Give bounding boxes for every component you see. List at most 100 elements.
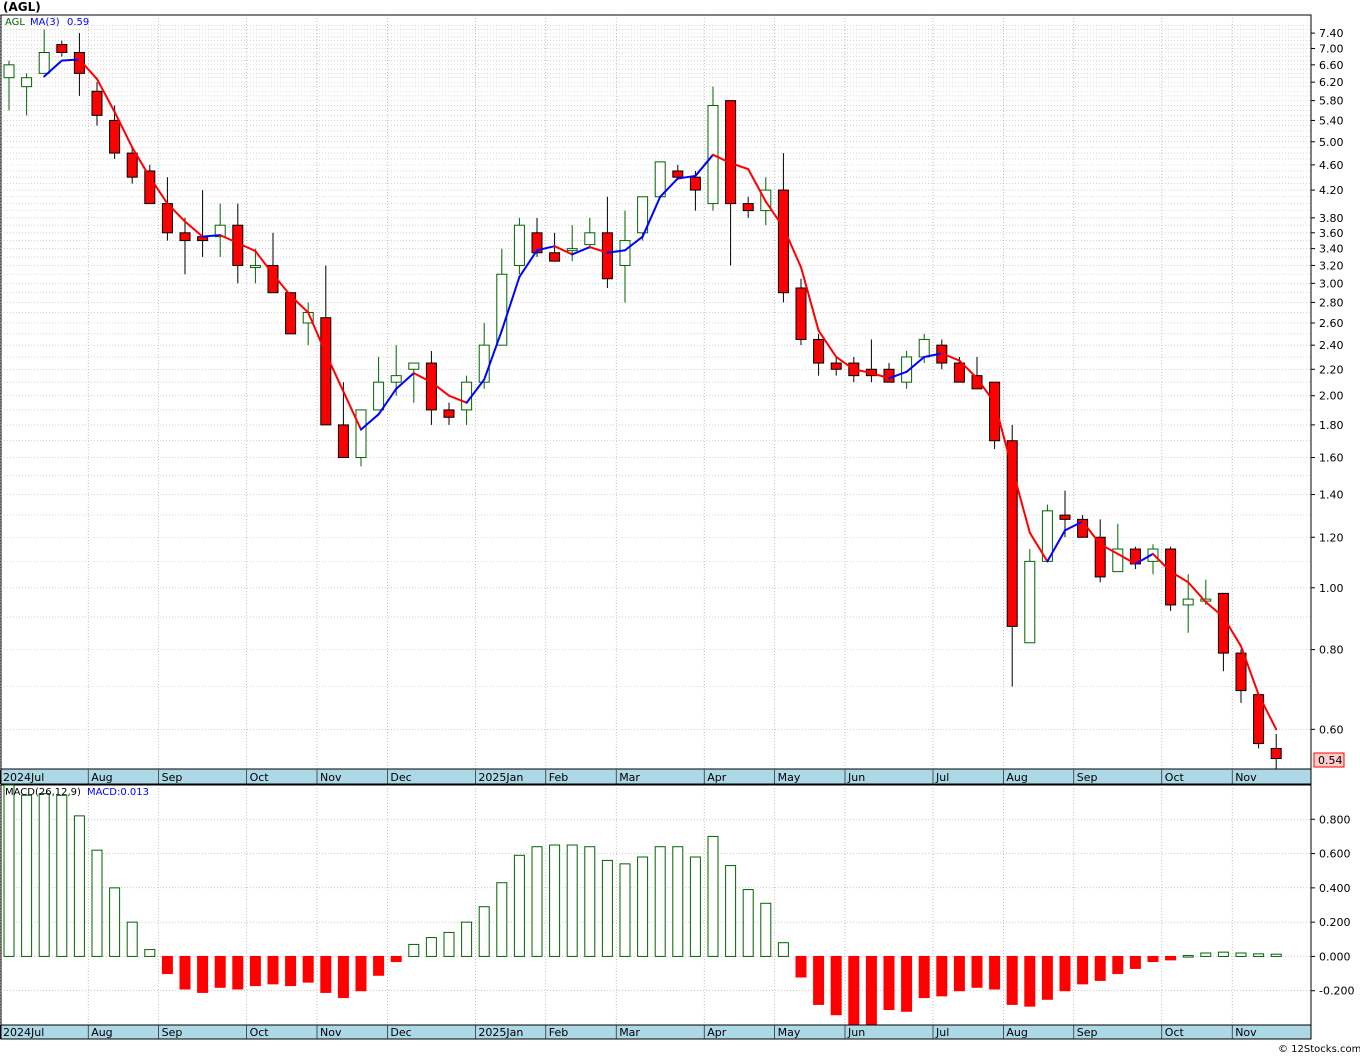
x-tick-label: May	[778, 771, 801, 784]
x-tick-label: Aug	[91, 771, 112, 784]
ma-segment	[1257, 693, 1278, 731]
candle	[179, 217, 191, 275]
x-tick-label: May	[778, 1026, 801, 1039]
macd-bar-negative	[355, 955, 367, 992]
candle	[795, 278, 807, 346]
macd-bar-positive	[21, 794, 33, 957]
ma-segment	[764, 200, 785, 229]
macd-bar-negative	[901, 955, 913, 1012]
x-tick-label: 2025Jan	[478, 1026, 523, 1039]
x-tick-label: Sep	[162, 771, 183, 784]
candle-body-up	[566, 248, 578, 252]
ma-segment	[553, 245, 574, 256]
price-y-tick-label: 7.40	[1319, 27, 1344, 40]
macd-bar-negative	[232, 955, 244, 990]
candle	[689, 170, 701, 211]
candle	[901, 351, 913, 389]
price-y-tick-label: 4.60	[1319, 159, 1344, 172]
x-tick-label: Oct	[250, 771, 270, 784]
candle-body-down	[1059, 514, 1071, 520]
x-tick-label: Aug	[1006, 771, 1027, 784]
x-tick-label: Oct	[250, 1026, 270, 1039]
candle-body-down	[179, 232, 191, 242]
candle-body-down	[971, 375, 983, 390]
candle	[3, 60, 15, 111]
candle-body-down	[126, 152, 138, 178]
ma-segment	[976, 377, 996, 404]
macd-bar-positive	[478, 906, 490, 957]
macd-bar-negative	[179, 955, 191, 990]
ma-segment	[1028, 531, 1049, 563]
price-y-tick-label: 6.20	[1319, 76, 1344, 89]
candle	[619, 210, 631, 303]
macd-bar-negative	[1129, 955, 1141, 969]
candle-body-up	[1112, 548, 1124, 573]
candle	[73, 33, 85, 96]
x-tick-label: Dec	[390, 771, 411, 784]
price-y-tick-label: 3.40	[1319, 243, 1344, 256]
candle-body-down	[549, 252, 561, 262]
price-y-tick-label: 2.40	[1319, 339, 1344, 352]
ma-segment	[430, 381, 450, 397]
candle-body-down	[425, 362, 437, 411]
candle	[214, 203, 226, 257]
macd-bar-positive	[425, 937, 437, 957]
macd-bar-positive	[672, 846, 684, 957]
candle	[337, 382, 349, 459]
legend-ma-value: 0.59	[67, 17, 89, 28]
candle-body-down	[1165, 548, 1177, 606]
macd-bar-negative	[1094, 955, 1106, 981]
macd-bar-negative	[373, 955, 385, 976]
price-y-axis: 7.40 7.00 6.60 6.20 5.80 5.40 5.00 4.60 4.20 3.80…	[1311, 27, 1344, 736]
macd-bar-negative	[302, 955, 314, 983]
macd-bar-negative	[865, 955, 877, 1026]
macd-bar-negative	[989, 955, 1001, 990]
price-y-tick-label: 0.80	[1319, 644, 1344, 657]
candle-body-down	[109, 119, 121, 154]
ma-segment	[184, 220, 204, 238]
macd-bar-negative	[320, 955, 332, 993]
candle-body-down	[989, 381, 1001, 442]
price-y-tick-label: 2.00	[1319, 390, 1344, 403]
candle	[1182, 574, 1194, 633]
ma-segment	[166, 202, 186, 223]
candle	[513, 217, 525, 275]
ma-segment	[500, 275, 521, 332]
price-y-tick-label: 1.20	[1319, 531, 1344, 544]
macd-bar-negative	[1165, 955, 1177, 961]
candle-body-up	[38, 52, 50, 74]
candle	[584, 217, 596, 249]
ma-segment	[800, 266, 820, 332]
candle-body-down	[777, 189, 789, 294]
candle-body-up	[214, 224, 226, 238]
macd-bar-negative	[285, 955, 297, 987]
price-y-tick-label: 1.60	[1319, 452, 1344, 465]
ma-segment	[606, 249, 626, 254]
candle-body-down	[883, 368, 895, 383]
price-y-tick-label: 5.40	[1319, 114, 1344, 127]
macd-bar-positive	[619, 863, 631, 957]
ma-segment	[148, 176, 169, 205]
ma-segment	[1169, 570, 1190, 584]
macd-bar-negative	[971, 955, 983, 988]
ma-segment	[289, 294, 310, 314]
last-price-box	[1313, 752, 1345, 768]
candle-body-down	[337, 424, 349, 459]
candle-body-up	[918, 338, 930, 358]
candle-body-down	[320, 317, 332, 426]
ma-segment	[219, 234, 239, 244]
candle-body-down	[795, 287, 807, 340]
macd-y-tick-label: 0.800	[1319, 813, 1351, 826]
price-date-band	[0, 768, 1312, 785]
candle-body-up	[373, 381, 385, 411]
ma-segment	[817, 329, 838, 358]
candle	[1217, 592, 1229, 672]
candle-body-down	[1217, 592, 1229, 654]
macd-bar-negative	[848, 955, 860, 1026]
price-y-tick-label: 5.80	[1319, 95, 1344, 108]
x-tick-label: Oct	[1165, 1026, 1185, 1039]
ma-segment	[782, 226, 802, 269]
x-tick-label: Aug	[1006, 1026, 1027, 1039]
macd-y-tick-label: 0.000	[1319, 950, 1351, 963]
macd-bar-positive	[1235, 952, 1247, 957]
